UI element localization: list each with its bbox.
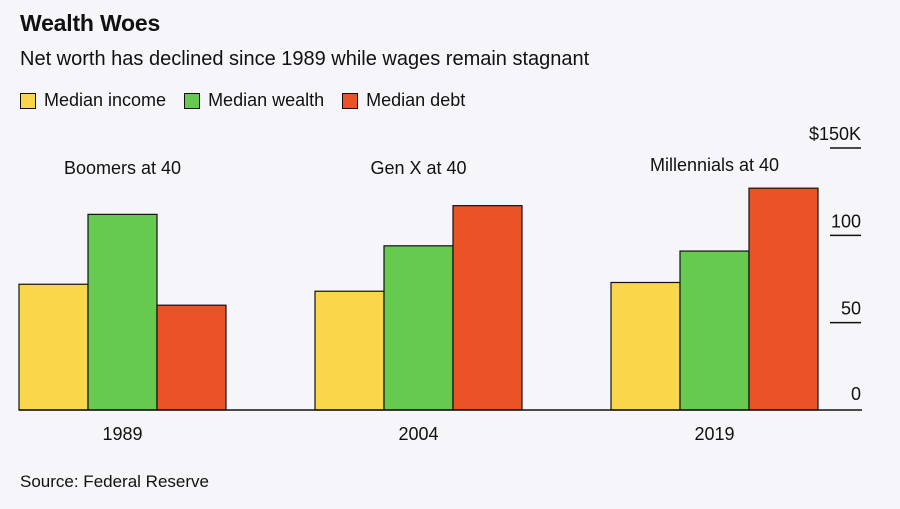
legend-label-wealth: Median wealth: [208, 90, 325, 110]
y-tick-label-150: $150K: [809, 124, 861, 144]
legend: Median income Median wealth Median debt: [20, 90, 483, 111]
legend-item-wealth: Median wealth: [184, 90, 324, 111]
source-note: Source: Federal Reserve: [20, 472, 209, 491]
legend-item-debt: Median debt: [342, 90, 465, 111]
x-tick-label-1989: 1989: [102, 424, 142, 444]
bar-2004-median-debt: [452, 205, 523, 411]
bar-1989-median-debt: [156, 304, 227, 411]
x-tick-label-2004: 2004: [398, 424, 438, 444]
bar-1989-median-wealth: [87, 213, 158, 411]
chart-title: Wealth Woes: [20, 10, 161, 36]
legend-label-income: Median income: [44, 90, 167, 110]
x-tick-label-2019: 2019: [694, 424, 734, 444]
legend-swatch-income: [20, 92, 36, 109]
legend-label-debt: Median debt: [366, 90, 466, 110]
legend-item-income: Median income: [20, 90, 166, 111]
bar-1989-median-income: [18, 283, 89, 411]
bar-2004-median-wealth: [383, 245, 454, 411]
bar-2019-median-debt: [748, 187, 819, 411]
legend-swatch-wealth: [184, 92, 201, 109]
legend-swatch-debt: [342, 92, 359, 109]
group-label-2004: Gen X at 40: [370, 158, 466, 178]
y-tick-label-50: 50: [841, 299, 861, 319]
y-tick-label-0: 0: [851, 384, 861, 404]
y-tick-label-100: 100: [831, 211, 861, 231]
bar-2019-median-income: [610, 281, 681, 411]
chart-subtitle: Net worth has declined since 1989 while …: [20, 48, 590, 70]
group-label-2019: Millennials at 40: [650, 155, 779, 175]
bar-2019-median-wealth: [679, 250, 750, 411]
bar-2004-median-income: [314, 290, 385, 411]
group-label-1989: Boomers at 40: [64, 158, 181, 178]
